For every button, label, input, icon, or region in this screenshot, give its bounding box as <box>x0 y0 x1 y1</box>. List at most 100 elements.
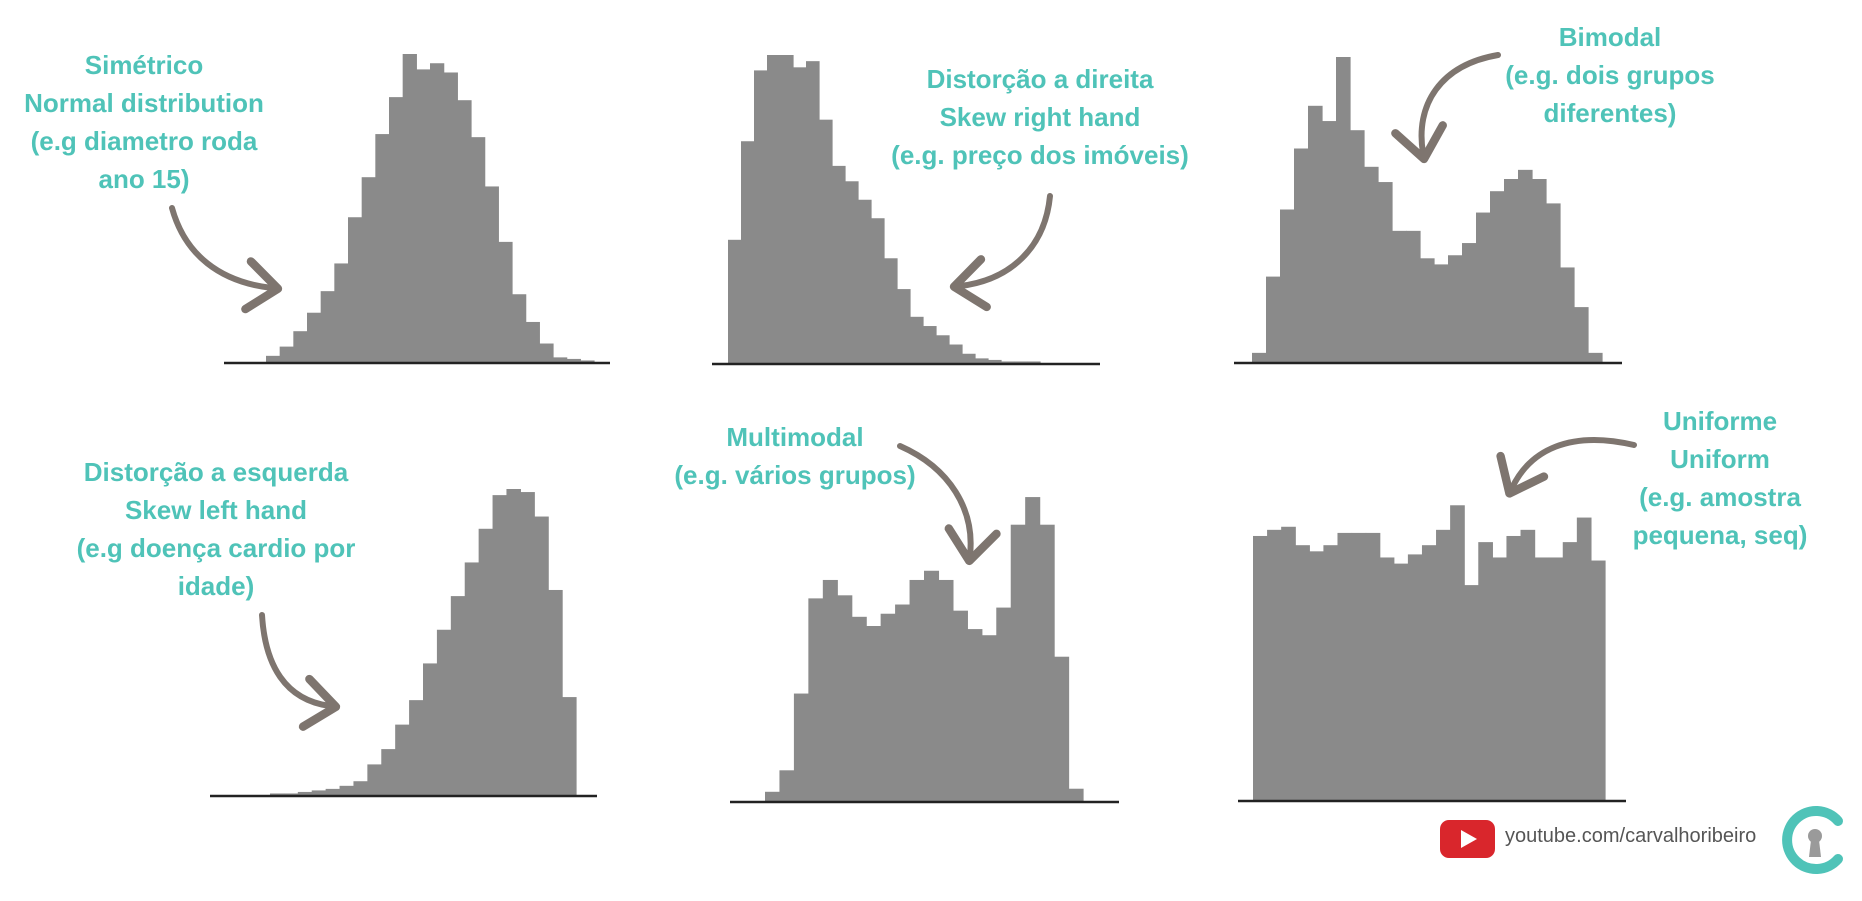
histogram-bar <box>1039 524 1055 801</box>
histogram-bar <box>1378 182 1393 362</box>
histogram-bar <box>1576 517 1592 800</box>
histogram-bar <box>1574 307 1589 362</box>
youtube-play-icon[interactable] <box>1440 820 1495 858</box>
histogram-bar <box>845 181 859 363</box>
normal-label: Simétrico Normal distribution (e.g diame… <box>4 46 284 198</box>
histogram-bar <box>1281 526 1296 800</box>
skew-right-arrow <box>949 193 1053 312</box>
histogram-bar <box>498 241 513 362</box>
histogram-bar <box>416 69 431 363</box>
multimodal-arrow <box>897 443 1001 566</box>
histogram-bar <box>395 724 410 795</box>
histogram-bar <box>754 70 768 364</box>
histogram-bar <box>967 629 983 801</box>
histogram-bar <box>1364 166 1379 362</box>
histogram-bar <box>1590 560 1606 800</box>
skew-left-label-line-1: Distorção a esquerda <box>83 457 349 487</box>
histogram-bar <box>1464 585 1479 800</box>
histogram-bar <box>1351 532 1367 800</box>
multimodal-label: Multimodal (e.g. vários grupos) <box>660 418 930 494</box>
histogram-bar <box>793 693 809 801</box>
histogram-bar <box>566 358 581 362</box>
uniform-label-line-1: Uniforme <box>1662 406 1778 436</box>
carvalhoribeiro-logo-icon <box>1782 806 1843 874</box>
bimodal-histogram <box>1234 57 1622 365</box>
histogram-bar <box>443 72 458 362</box>
histogram-bar <box>949 344 963 363</box>
histogram-bar <box>464 562 480 795</box>
histogram-bar <box>1436 529 1451 800</box>
histogram-bar <box>1548 557 1564 800</box>
multimodal-label-line-1: Multimodal <box>726 422 864 452</box>
histogram-bar <box>1588 352 1603 362</box>
histogram-bar <box>1025 497 1041 801</box>
histogram-bar <box>923 326 937 363</box>
histogram-bar <box>1365 532 1381 800</box>
histogram-bar <box>348 217 363 362</box>
skew-left-arrow <box>259 612 341 731</box>
histogram-bar <box>1379 557 1395 800</box>
uniform-label-line-4: pequena, seq) <box>1632 520 1808 550</box>
normal-label-line-1: Simétrico <box>84 50 204 80</box>
histogram-bar <box>1068 788 1084 801</box>
histogram-bar <box>1492 557 1508 800</box>
histogram-bar <box>334 263 349 362</box>
histogram-bar <box>457 100 472 362</box>
histogram-bar <box>832 165 846 363</box>
histogram-bar <box>266 355 281 362</box>
multimodal-label-line-2: (e.g. vários grupos) <box>674 460 916 490</box>
histogram-bar <box>539 343 554 362</box>
histogram-bar <box>1407 554 1423 800</box>
bimodal-label-line-2: (e.g. dois grupos <box>1505 60 1715 90</box>
histogram-bar <box>962 353 976 363</box>
bimodal-label-line-1: Bimodal <box>1558 22 1662 52</box>
histogram-bar <box>1520 529 1536 800</box>
histogram-bar <box>1323 545 1339 800</box>
bimodal-label: Bimodal (e.g. dois grupos diferentes) <box>1480 18 1740 132</box>
histogram-bar <box>1450 505 1465 800</box>
histogram-bar <box>1337 532 1353 800</box>
histogram-bar <box>1253 535 1268 800</box>
histogram-bar <box>283 793 299 795</box>
histogram-bar <box>423 663 438 795</box>
histogram-bar <box>806 61 820 363</box>
uniform-arrow <box>1496 437 1637 498</box>
histogram-bar <box>981 635 997 801</box>
histogram-bar <box>1350 130 1365 362</box>
histogram-bar <box>851 616 867 801</box>
histogram-bar <box>1534 557 1550 800</box>
histogram-bar <box>884 258 898 363</box>
histogram-bar <box>936 335 950 363</box>
histogram-bar <box>389 97 404 363</box>
histogram-bar <box>471 137 486 362</box>
histogram-bar <box>1392 230 1407 362</box>
histogram-bar <box>307 312 322 362</box>
histogram-bar <box>1421 545 1437 800</box>
skew-left-label-line-3: (e.g doença cardio por <box>76 533 356 563</box>
uniform-label-line-3: (e.g. amostra <box>1639 482 1801 512</box>
youtube-channel-link[interactable]: youtube.com/carvalhoribeiro <box>1505 825 1757 847</box>
histogram-bar <box>297 791 313 795</box>
histogram-bar <box>1010 524 1026 801</box>
skew-right-label-line-2: Skew right hand <box>939 102 1141 132</box>
histogram-bar <box>1448 255 1463 362</box>
histogram-bar <box>409 700 424 795</box>
bimodal-label-line-3: diferentes) <box>1543 98 1677 128</box>
histogram-bar <box>1560 267 1575 362</box>
histogram-bar <box>512 294 527 362</box>
histogram-bar <box>1562 542 1578 800</box>
skew-right-label: Distorção a direita Skew right hand (e.g… <box>860 60 1220 174</box>
histogram-bar <box>402 54 417 362</box>
normal-histogram <box>224 54 610 365</box>
histogram-bar <box>580 360 595 362</box>
histogram-bar <box>430 63 445 363</box>
histogram-bar <box>975 358 989 363</box>
histogram-bar <box>492 495 508 795</box>
histogram-bar <box>910 316 924 363</box>
histogram-bar <box>339 785 355 795</box>
histogram-bar <box>1490 191 1505 362</box>
histogram-bar <box>1309 551 1324 800</box>
histogram-bar <box>1393 563 1409 800</box>
histogram-bar <box>741 141 755 363</box>
